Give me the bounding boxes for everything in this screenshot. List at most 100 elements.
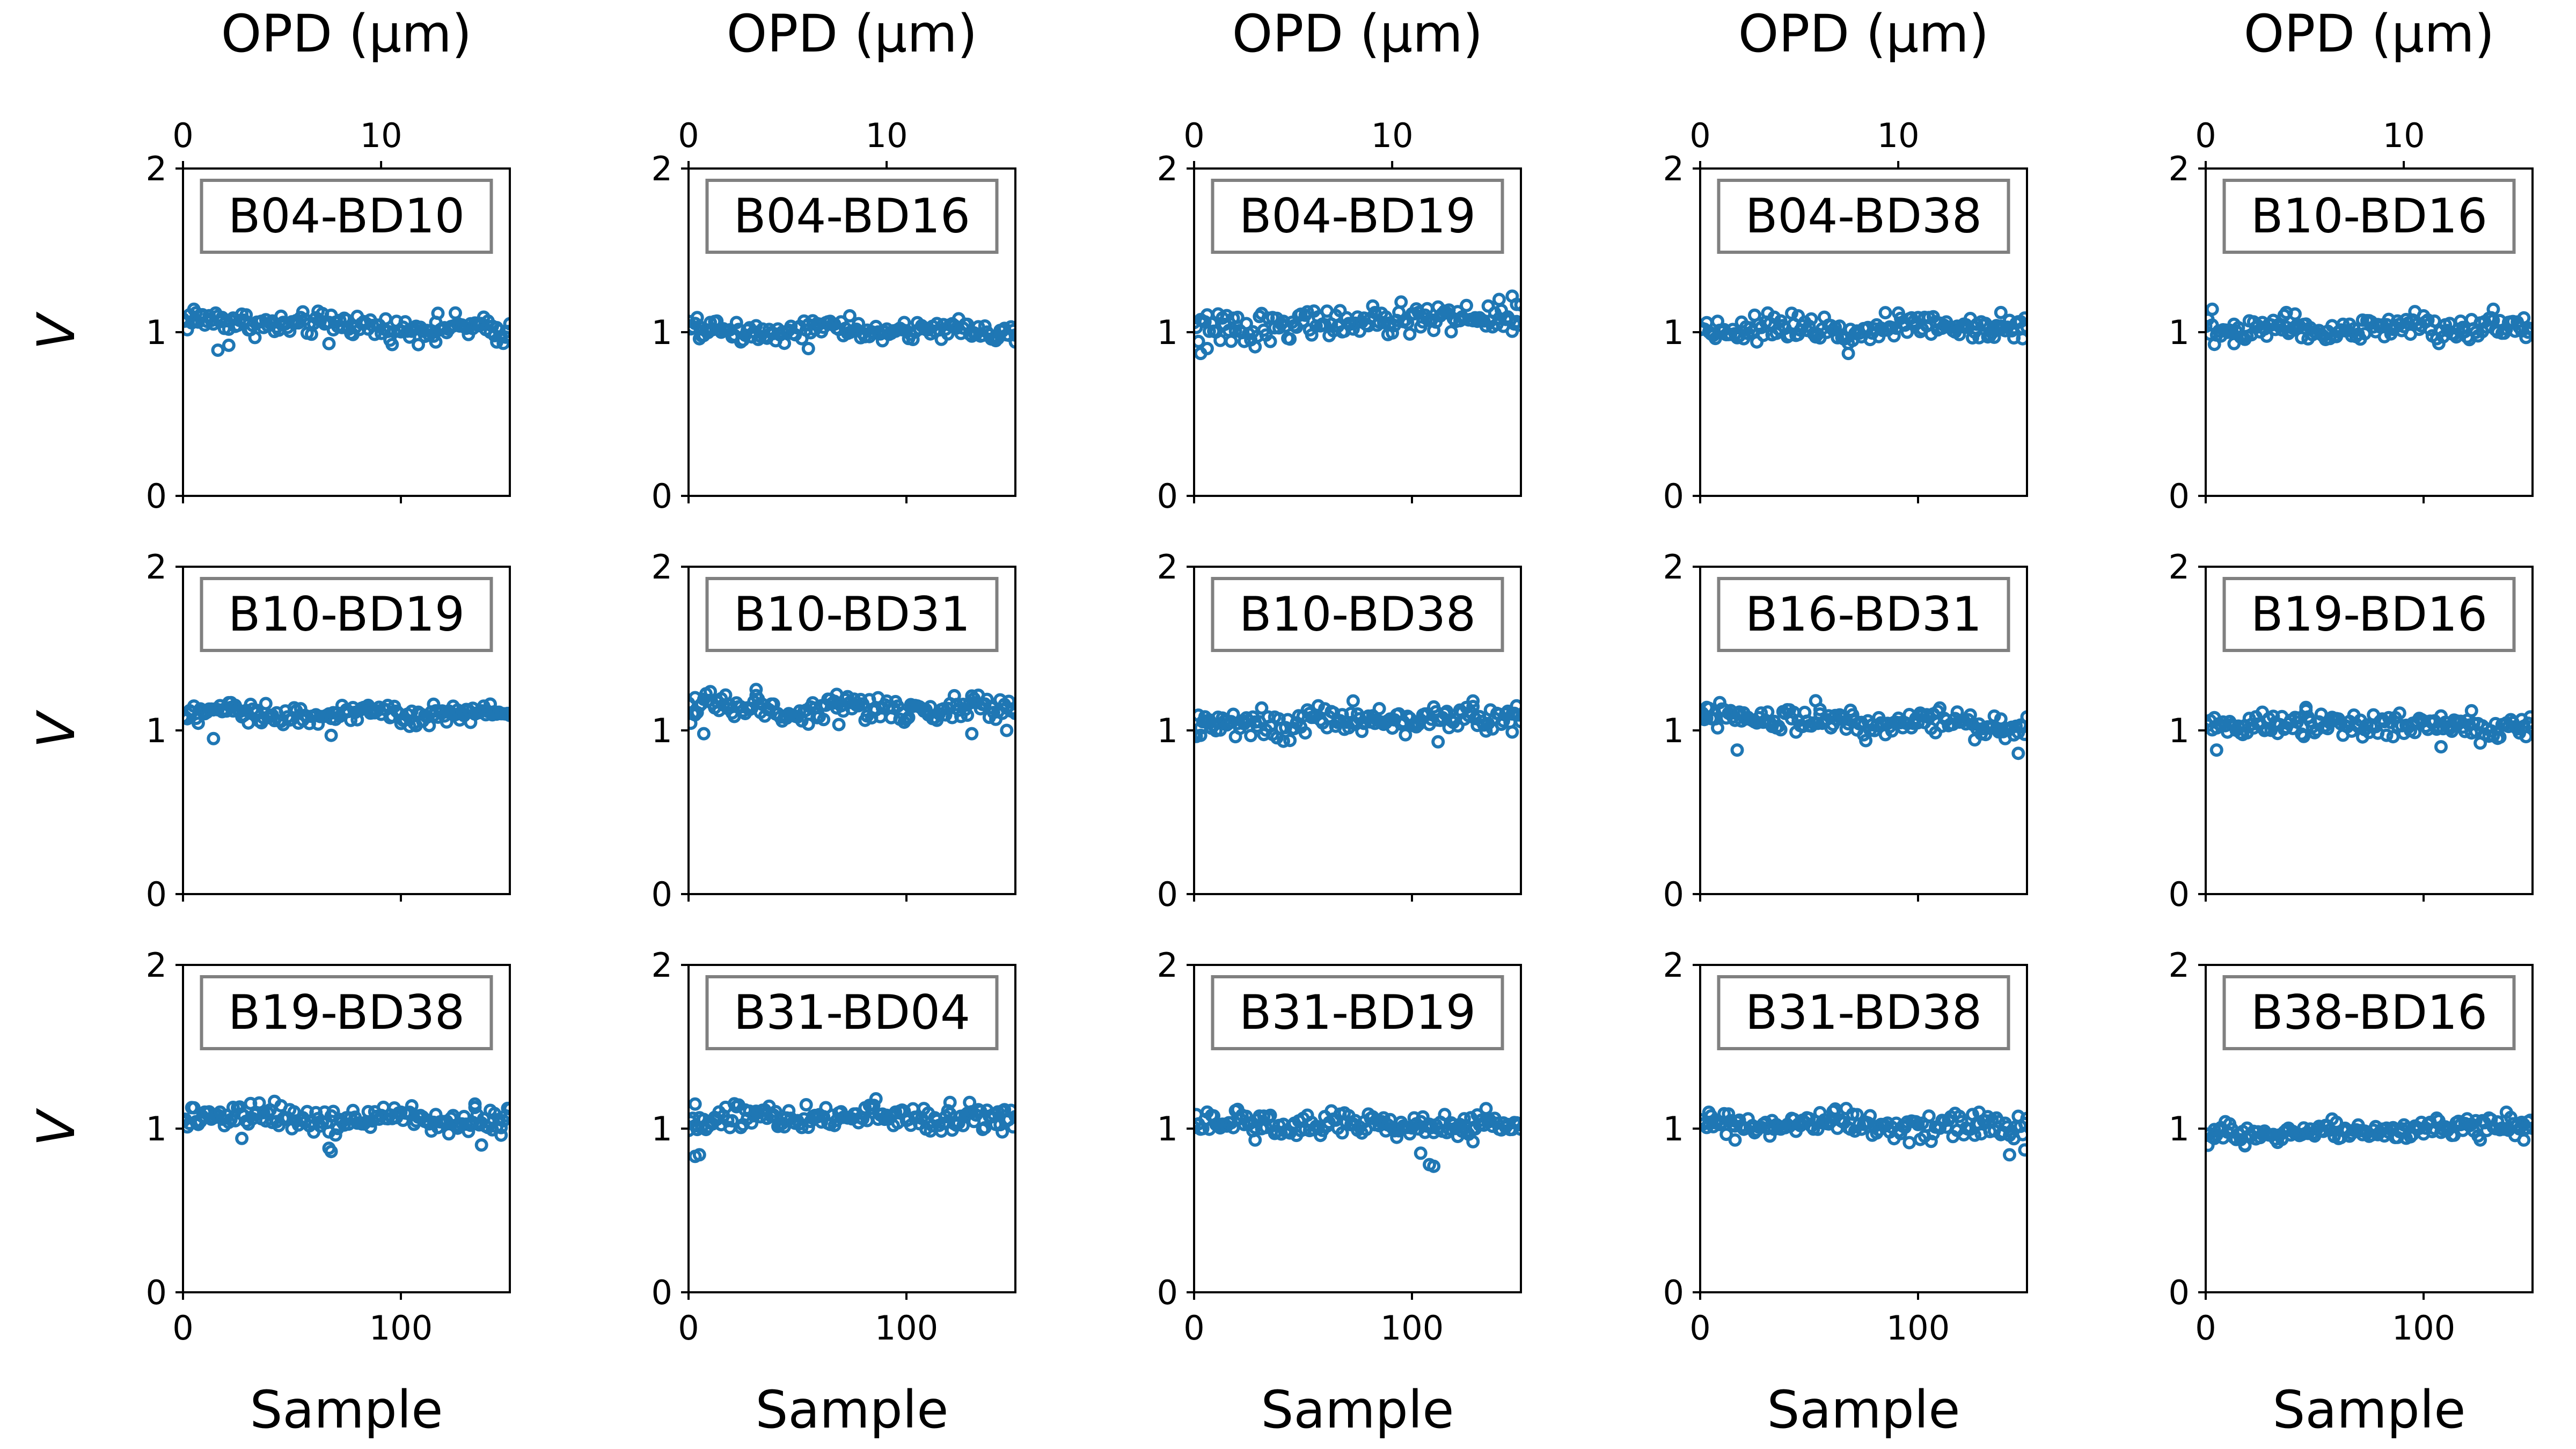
panel-label: B10-BD38 — [1239, 587, 1476, 642]
data-point — [328, 1128, 342, 1142]
data-point — [2020, 710, 2027, 724]
data-point — [1431, 735, 1445, 749]
data-point — [1804, 312, 1818, 326]
y-axis-label: V — [26, 709, 86, 748]
panel-label: B04-BD38 — [1745, 188, 1982, 244]
data-point — [2380, 728, 2394, 742]
y-tick-label: 1 — [2169, 711, 2190, 750]
data-point — [501, 325, 510, 339]
y-tick-label: 1 — [146, 711, 167, 750]
data-point — [1386, 326, 1399, 340]
data-point — [782, 1104, 796, 1118]
data-point — [1008, 1110, 1015, 1124]
data-point — [778, 336, 792, 350]
data-point — [2464, 704, 2478, 718]
data-point — [503, 1102, 510, 1116]
panel-b38-bd16: 0 1 2 0 100 Sample B38-BD16 — [2169, 946, 2534, 1440]
y-tick-label: 2 — [2169, 149, 2190, 188]
top-x-axis-label: OPD (μm) — [727, 4, 977, 64]
y-tick-label: 2 — [652, 547, 672, 587]
data-point — [769, 1104, 782, 1118]
data-point — [2238, 1138, 2252, 1152]
data-point — [1298, 726, 1312, 740]
data-point — [1006, 324, 1015, 338]
data-point — [692, 1148, 706, 1162]
top-x-tick-label: 0 — [1183, 116, 1204, 155]
panel-label-box — [200, 179, 493, 254]
data-point — [1008, 328, 1015, 342]
data-point — [503, 317, 510, 331]
data-point — [1813, 702, 1827, 716]
data-point — [799, 1098, 813, 1111]
scatter-series — [2206, 700, 2533, 757]
data-point — [1998, 731, 2012, 745]
y-tick-label: 1 — [652, 1109, 672, 1148]
data-point — [1457, 1112, 1471, 1126]
panel-label: B04-BD10 — [228, 188, 465, 244]
top-x-tick-label: 0 — [1689, 116, 1710, 155]
y-tick-label: 2 — [652, 946, 672, 985]
data-point — [381, 699, 395, 712]
data-point — [1841, 347, 1855, 361]
top-x-axis-label: OPD (μm) — [221, 4, 472, 64]
data-point — [2297, 729, 2311, 743]
y-tick-label: 0 — [2169, 477, 2190, 516]
data-point — [429, 335, 443, 349]
data-point — [322, 336, 336, 350]
panel-label-box — [2222, 179, 2516, 254]
data-point — [1283, 332, 1297, 346]
data-point — [191, 716, 205, 730]
data-point — [2020, 320, 2027, 334]
top-x-tick-label: 10 — [1877, 116, 1920, 155]
data-point — [1283, 734, 1297, 748]
y-tick-label: 1 — [1157, 313, 1178, 352]
data-point — [224, 696, 238, 709]
data-point — [296, 305, 310, 319]
panel-b31-bd19: 0 1 2 0 100 Sample B31-BD19 — [1157, 946, 1522, 1440]
data-point — [1878, 306, 1892, 320]
data-point — [1774, 723, 1788, 737]
y-tick-label: 0 — [1157, 1273, 1178, 1312]
data-point — [442, 1127, 456, 1141]
data-point — [468, 1097, 482, 1111]
data-point — [1194, 334, 1205, 348]
scatter-series — [689, 309, 1015, 355]
data-point — [2206, 302, 2219, 316]
top-x-axis-label: OPD (μm) — [2244, 4, 2494, 64]
data-point — [496, 336, 510, 350]
y-tick-label: 1 — [2169, 313, 2190, 352]
panel-label-box — [2222, 975, 2516, 1050]
data-point — [1248, 340, 1262, 354]
data-point — [869, 1092, 883, 1106]
panel-label-box — [705, 577, 999, 652]
data-point — [1728, 1133, 1742, 1147]
data-point — [996, 1125, 1009, 1139]
data-point — [1006, 1120, 1015, 1134]
x-tick-label: 0 — [2195, 1308, 2216, 1348]
data-point — [961, 708, 975, 722]
data-point — [1702, 1106, 1716, 1119]
x-tick-label: 100 — [369, 1308, 433, 1348]
scatter-series — [689, 1092, 1015, 1163]
panel-b19-bd16: 0 1 2 B19-BD16 — [2169, 547, 2534, 914]
data-point — [1952, 327, 1966, 341]
data-point — [1427, 1159, 1441, 1173]
panel-b16-bd31: 0 1 2 B16-BD31 — [1663, 547, 2028, 914]
y-tick-label: 2 — [1157, 547, 1178, 587]
y-tick-label: 1 — [652, 711, 672, 750]
data-point — [1785, 712, 1798, 726]
y-tick-label: 1 — [146, 313, 167, 352]
data-point — [1863, 1109, 1877, 1123]
scatter-series — [1700, 305, 2027, 361]
data-point — [326, 1104, 340, 1118]
data-point — [1510, 297, 1521, 311]
x-axis-label: Sample — [250, 1380, 443, 1440]
y-tick-label: 2 — [1157, 946, 1178, 985]
data-point — [187, 302, 201, 316]
y-tick-label: 1 — [1157, 711, 1178, 750]
y-tick-label: 0 — [1157, 875, 1178, 914]
y-tick-label: 2 — [2169, 547, 2190, 587]
data-point — [431, 306, 445, 320]
